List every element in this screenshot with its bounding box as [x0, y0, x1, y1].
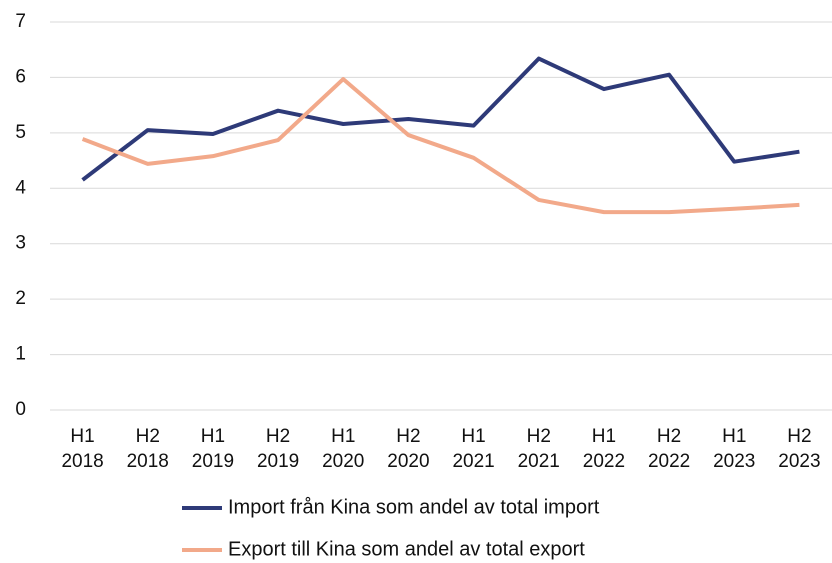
y-tick-label: 6: [15, 66, 26, 87]
x-tick-label: H2 2022: [648, 426, 690, 472]
y-tick-label: 5: [15, 122, 26, 143]
x-tick-label: H1 2020: [322, 426, 364, 472]
series-line: [81, 77, 800, 215]
y-tick-label: 1: [15, 344, 26, 365]
y-tick-label: 3: [15, 233, 26, 254]
y-tick-label: 0: [15, 399, 26, 420]
y-tick-label: 4: [15, 177, 26, 198]
x-tick-label: H1 2022: [583, 426, 625, 472]
x-tick-label: H1 2023: [713, 426, 755, 472]
x-tick-label: H2 2023: [778, 426, 820, 472]
y-tick-label: 2: [15, 288, 26, 309]
legend-label: Import från Kina som andel av total impo…: [228, 496, 600, 518]
x-tick-label: H1 2018: [61, 426, 103, 472]
y-tick-label: 7: [15, 11, 26, 32]
x-tick-label: H1 2021: [452, 426, 494, 472]
x-tick-label: H2 2020: [387, 426, 429, 472]
series-line: [81, 56, 800, 182]
x-tick-label: H2 2019: [257, 426, 299, 472]
legend-label: Export till Kina som andel av total expo…: [228, 538, 585, 560]
x-tick-label: H2 2018: [127, 426, 169, 472]
x-tick-label: H2 2021: [518, 426, 560, 472]
x-tick-label: H1 2019: [192, 426, 234, 472]
